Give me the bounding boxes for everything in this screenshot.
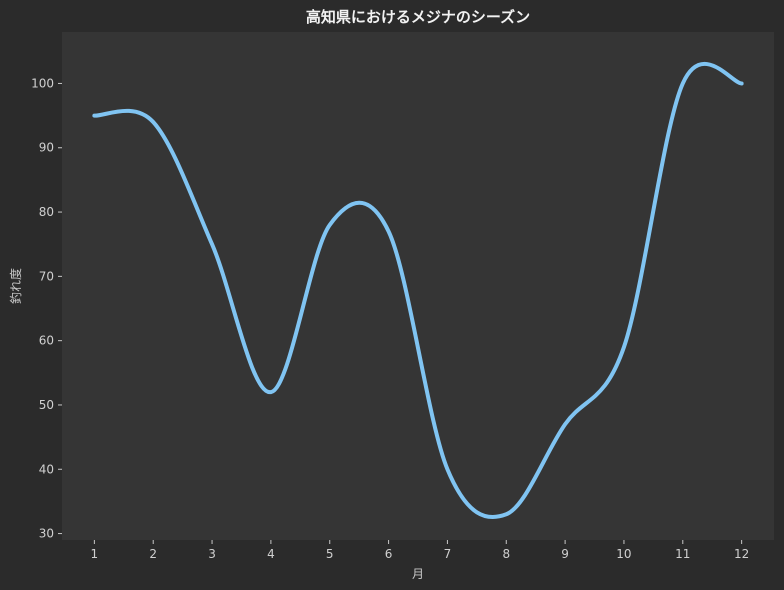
y-axis-label: 釣れ度 bbox=[8, 268, 23, 304]
x-tick-label: 12 bbox=[734, 547, 749, 561]
chart-title: 高知県におけるメジナのシーズン bbox=[306, 8, 530, 26]
y-tick-label: 100 bbox=[31, 76, 54, 90]
series-layer bbox=[92, 62, 744, 520]
y-tick-label: 80 bbox=[39, 205, 54, 219]
y-tick-label: 30 bbox=[39, 527, 54, 541]
x-axis: 1 2 3 4 5 6 7 8 9 10 11 12 bbox=[91, 540, 749, 561]
x-tick-label: 3 bbox=[208, 547, 216, 561]
x-tick-label: 8 bbox=[502, 547, 510, 561]
y-tick-label: 40 bbox=[39, 462, 54, 476]
x-tick-label: 7 bbox=[444, 547, 452, 561]
x-tick-label: 4 bbox=[267, 547, 275, 561]
y-tick-label: 60 bbox=[39, 334, 54, 348]
y-tick-label: 70 bbox=[39, 269, 54, 283]
x-tick-label: 5 bbox=[326, 547, 334, 561]
x-tick-label: 6 bbox=[385, 547, 393, 561]
x-tick-label: 2 bbox=[149, 547, 157, 561]
x-tick-label: 1 bbox=[91, 547, 99, 561]
series-line bbox=[92, 62, 744, 520]
x-tick-label: 9 bbox=[561, 547, 569, 561]
x-axis-label: 月 bbox=[412, 567, 424, 581]
y-tick-label: 50 bbox=[39, 398, 54, 412]
y-axis: 30 40 50 60 70 80 90 100 bbox=[31, 76, 62, 541]
plot-area bbox=[62, 32, 774, 540]
x-tick-label: 11 bbox=[675, 547, 690, 561]
y-tick-label: 90 bbox=[39, 141, 54, 155]
x-tick-label: 10 bbox=[616, 547, 631, 561]
